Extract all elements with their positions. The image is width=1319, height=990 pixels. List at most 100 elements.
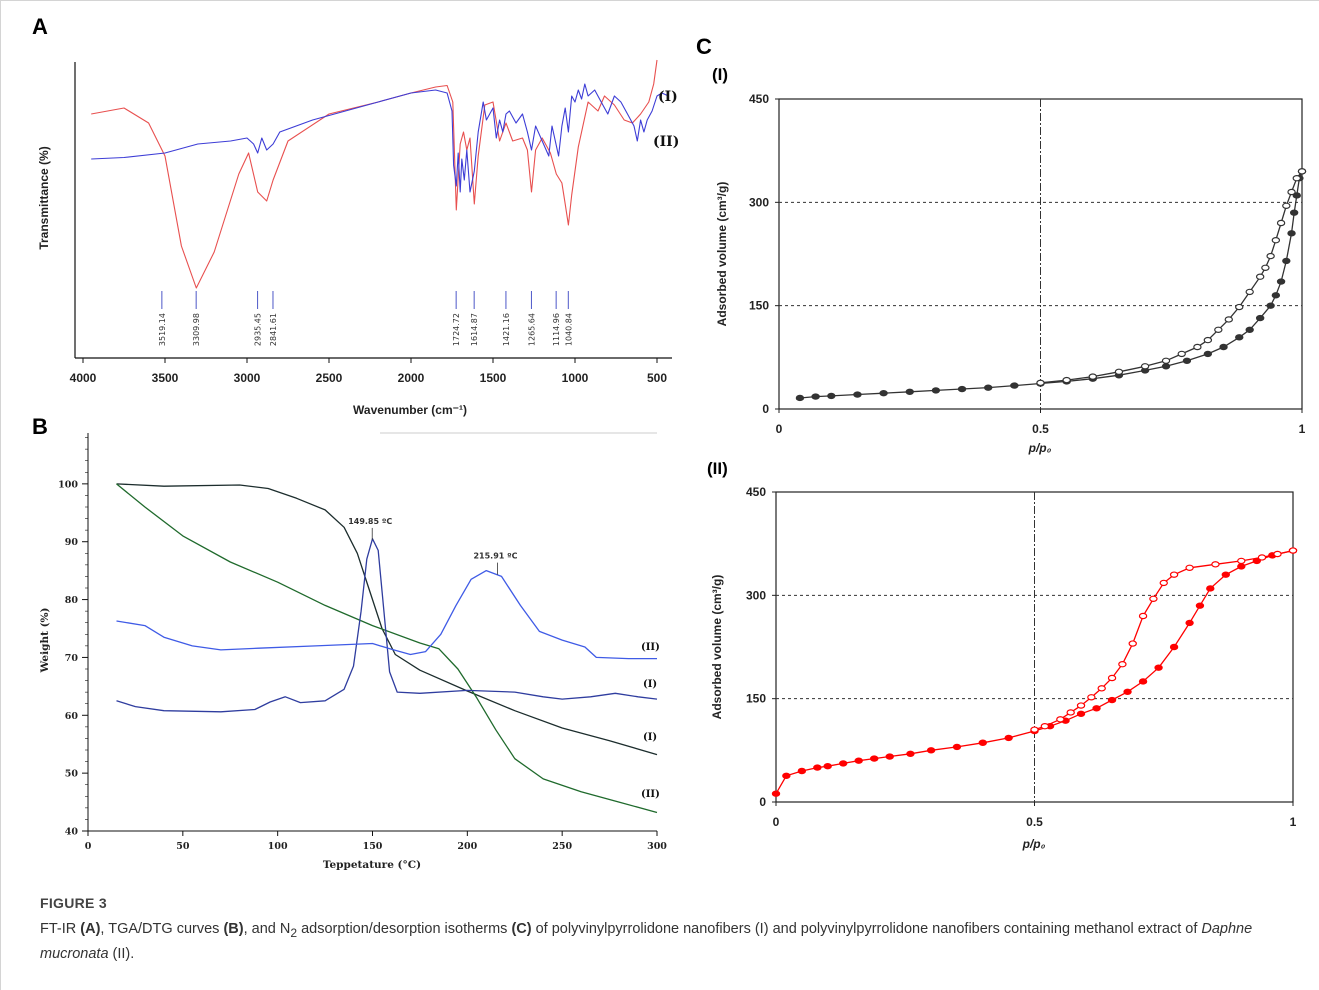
- c2-series-1-point-10: [1128, 640, 1137, 647]
- c2-series-1-point-18: [1040, 723, 1050, 730]
- c1-series-1-point-6: [1266, 252, 1275, 260]
- b-x-tick-label-0: 0: [85, 841, 92, 852]
- c1-x-tick-label-2: 1: [1299, 422, 1306, 436]
- a-series-line-1: [91, 83, 669, 193]
- c2-series-0-point-12: [978, 739, 988, 746]
- b-x-label: Teppetature (°C): [323, 859, 421, 871]
- c2-series-1-point-1: [1273, 550, 1282, 558]
- panel-letter-a: A: [32, 14, 48, 39]
- c2-series-1-point-0: [1288, 547, 1298, 554]
- c1-series-0-point-6: [931, 387, 941, 394]
- c1-series-0-point-18: [1219, 343, 1228, 351]
- c2-ticks: 0 150 300 450 0 0.5 1: [746, 485, 1297, 829]
- c2-series-0-point-27: [1221, 571, 1230, 578]
- b-series-line-1: [116, 483, 658, 814]
- c2-series-line-1: [1034, 549, 1294, 731]
- c1-series-1-point-20: [1062, 376, 1071, 384]
- c1-series-0-point-3: [853, 391, 862, 398]
- a-x-tick-label-5: 1500: [480, 371, 507, 385]
- c1-series-0-point-4: [879, 389, 888, 397]
- b-series: [116, 483, 658, 814]
- c2-series-0-point-24: [1185, 619, 1194, 627]
- cap-b1: (A): [80, 921, 101, 937]
- c2-series-0-point-2: [797, 767, 807, 775]
- a-x-label: Wavenumber (cm⁻¹): [353, 403, 467, 417]
- c1-series-0-point-25: [1282, 257, 1291, 265]
- figure-caption: FIGURE 3 FT-IR (A), TGA/DTG curves (B), …: [40, 895, 1290, 965]
- c2-x-tick-label-1: 0.5: [1026, 815, 1043, 829]
- c2-series-0-point-9: [906, 750, 915, 757]
- b-y-label: Weight (%): [39, 608, 51, 674]
- a-series-label-ii: (II): [653, 134, 679, 150]
- c2-series-0-point-22: [1154, 664, 1163, 671]
- c2-series-1-point-11: [1118, 661, 1127, 668]
- b-x-tick-label-2: 100: [268, 841, 288, 852]
- c1-series-1-point-0: [1297, 168, 1307, 175]
- c1-y-tick-label-0: 0: [762, 402, 769, 416]
- b-label-tga-i: (I): [643, 732, 657, 743]
- panel-c-sub-i: (I): [712, 65, 728, 84]
- a-peak-label-3: 2841.61: [269, 313, 278, 346]
- c1-series-0-point-0: [795, 394, 805, 402]
- b-label-dtg-i: (I): [643, 679, 657, 690]
- c1-series-line-1: [1040, 170, 1303, 384]
- c1-series: [795, 168, 1307, 402]
- cap-b2: (B): [223, 921, 244, 937]
- c2-series-1-point-14: [1087, 694, 1096, 701]
- c2-series-1-point-5: [1185, 564, 1194, 571]
- b-series-line-3: [116, 569, 657, 660]
- b-x-tick-label-5: 250: [552, 841, 572, 852]
- a-x-tick-label-1: 3500: [152, 371, 179, 385]
- c2-y-tick-label-3: 450: [746, 485, 766, 499]
- c1-series-1-point-17: [1140, 363, 1150, 370]
- c2-y-tick-label-1: 150: [746, 692, 766, 706]
- c1-series-1-point-5: [1271, 237, 1281, 244]
- b-annotation-label-1: 215.91 ºC: [473, 552, 517, 561]
- cap-p4: adsorption/desorption isotherms: [297, 921, 512, 937]
- b-y-tick-label-3: 70: [65, 653, 79, 664]
- c1-series-1-point-13: [1203, 336, 1213, 344]
- c1-series-0-point-9: [1010, 382, 1019, 389]
- c2-series-0-point-3: [813, 764, 822, 771]
- b-y-tick-label-2: 60: [65, 711, 79, 722]
- c1-series-0-point-2: [827, 392, 836, 400]
- c1-series-1-point-15: [1177, 350, 1186, 358]
- panel-c-i-isotherm-chart: Adsorbed volume (cm³/g) p/p₀ 01503004500…: [715, 92, 1307, 455]
- cap-i1: Daphne mucronata: [40, 921, 1253, 962]
- c1-series-1-point-21: [1036, 379, 1045, 387]
- c1-series-1-point-14: [1193, 343, 1202, 351]
- c1-ticks: 0 150 300 450 0 0.5 1: [749, 92, 1306, 436]
- c2-y-label: Adsorbed volume (cm³/g): [710, 575, 724, 720]
- c1-series-1-point-12: [1214, 326, 1223, 333]
- c1-series-0-point-1: [811, 393, 820, 400]
- c2-x-tick-label-2: 1: [1290, 815, 1297, 829]
- b-y-tick-label-1: 50: [65, 769, 79, 780]
- c1-series-1-point-11: [1224, 316, 1233, 323]
- a-peak-label-5: 1614.87: [470, 313, 479, 346]
- c1-series-0-point-27: [1289, 209, 1299, 216]
- c1-y-tick-label-3: 450: [749, 92, 769, 106]
- c1-series-0-point-21: [1255, 314, 1265, 322]
- b-y-tick-label-6: 100: [58, 479, 78, 490]
- c1-series-0-point-26: [1287, 230, 1296, 237]
- c2-series-1-point-9: [1138, 612, 1148, 620]
- a-series-line-0: [91, 59, 658, 289]
- b-x-tick-label-4: 200: [457, 841, 477, 852]
- c1-series-0-point-5: [905, 388, 914, 395]
- c2-series-0-point-28: [1237, 563, 1246, 570]
- b-annotation-label-0: 149.85 ºC: [348, 517, 392, 526]
- a-peak-label-2: 2935.45: [254, 313, 263, 346]
- a-peak-label-7: 1265.64: [527, 313, 536, 346]
- a-x-tick-label-2: 3000: [234, 371, 261, 385]
- c1-series-1-point-3: [1282, 202, 1291, 209]
- c2-series-0-point-5: [839, 760, 848, 767]
- c1-y-label: Adsorbed volume (cm³/g): [715, 182, 729, 327]
- c2-y-tick-label-2: 300: [746, 588, 766, 602]
- c2-series-0-point-6: [854, 757, 863, 764]
- c2-series-0-point-26: [1206, 585, 1215, 592]
- c2-series-1-point-4: [1211, 561, 1220, 568]
- c1-x-label: p/p₀: [1028, 441, 1052, 455]
- c2-series-1-point-17: [1056, 716, 1065, 723]
- c2-series-0-point-19: [1107, 696, 1117, 704]
- c2-series-1-point-19: [1030, 726, 1039, 733]
